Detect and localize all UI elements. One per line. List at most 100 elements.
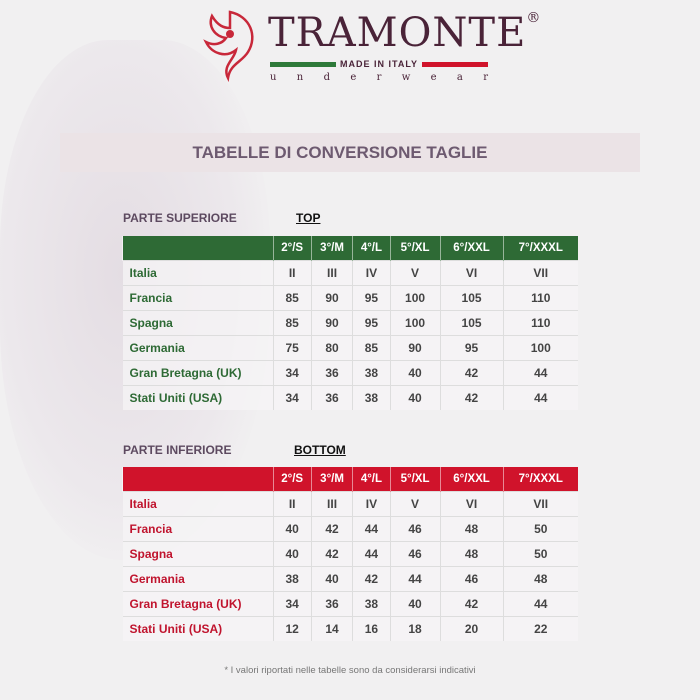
size-value: 20 [439,616,504,641]
size-value: 75 [272,335,312,361]
size-value: 14 [310,616,353,641]
size-value: 44 [502,385,578,410]
size-value: 95 [352,285,391,311]
size-value: 105 [439,285,504,311]
subline-letter: n [296,72,304,83]
size-value: 90 [389,335,441,361]
size-value: 85 [272,310,312,336]
size-value: 40 [389,360,441,386]
size-value: 95 [352,310,391,336]
header-row: 2°/S 3°/M 4°/L 5°/XL 6°/XXL 7°/XXXL [122,467,578,492]
size-value: 48 [439,541,504,567]
size-value: 50 [502,516,578,542]
size-value: V [389,491,441,517]
column-header: 5°/XL [389,467,441,492]
table-row: Spagna 40 42 44 46 48 50 [122,541,578,567]
country-label: Spagna [122,310,273,336]
column-header [122,467,273,492]
size-value: 50 [502,541,578,567]
size-value: 40 [389,591,441,617]
table-row: Gran Bretagna (UK) 34 36 38 40 42 44 [122,360,578,386]
country-label: Stati Uniti (USA) [122,616,273,641]
country-label: Spagna [122,541,273,567]
column-header [122,236,273,261]
size-value: 46 [389,516,441,542]
column-header: 5°/XL [389,236,441,261]
country-label: Germania [122,335,273,361]
country-label: Italia [122,260,273,286]
country-label: Italia [122,491,273,517]
column-header: 3°/M [310,236,353,261]
bird-emblem-icon [203,10,254,83]
size-value: 38 [352,360,391,386]
size-value: VII [502,260,578,286]
column-header: 4°/L [352,467,391,492]
column-header: 2°/S [272,467,312,492]
size-value: 34 [272,360,312,386]
size-value: VI [439,260,504,286]
title-banner: TABELLE DI CONVERSIONE TAGLIE [60,133,640,172]
bottom-size-table: 2°/S 3°/M 4°/L 5°/XL 6°/XXL 7°/XXXL Italia II II… [122,467,578,641]
size-value: 46 [439,566,504,592]
size-value: 42 [439,385,504,410]
country-label: Gran Bretagna (UK) [122,360,273,386]
subline-letter: d [323,72,330,83]
disclaimer-note: * I valori riportati nelle tabelle sono … [224,665,476,676]
size-value: 44 [502,360,578,386]
subline-letter: u [270,72,277,83]
size-value: 44 [352,541,391,567]
country-label: Francia [122,285,273,311]
column-header: 3°/M [310,467,353,492]
table-row: Germania 75 80 85 90 95 100 [122,335,578,361]
table-row: Stati Uniti (USA) 34 36 38 40 42 44 [122,385,578,410]
size-value: 12 [272,616,312,641]
size-value: 46 [389,541,441,567]
table-row: Spagna 85 90 95 100 105 110 [122,310,578,336]
size-value: 36 [310,360,353,386]
top-section-tag: TOP [296,211,321,225]
size-value: 36 [310,591,353,617]
bottom-section-label: PARTE INFERIORE [123,443,232,457]
column-header: 7°/XXXL [502,236,578,261]
size-value: 36 [310,385,353,410]
column-header: 4°/L [352,236,391,261]
size-value: 40 [272,516,312,542]
column-header: 7°/XXXL [502,467,578,492]
size-value: 90 [310,285,353,311]
subline-letter: a [456,72,463,83]
country-label: Francia [122,516,273,542]
size-value: 34 [272,385,312,410]
size-value: II [272,491,312,517]
made-in-italy-bar: MADE IN ITALY [270,58,489,70]
country-label: Stati Uniti (USA) [122,385,273,410]
size-value: 44 [352,516,391,542]
size-value: 34 [272,591,312,617]
bottom-section-tag: BOTTOM [294,443,346,457]
size-value: 95 [439,335,504,361]
table-row: Stati Uniti (USA) 12 14 16 18 20 22 [122,616,578,641]
size-value: 80 [310,335,353,361]
size-value: 110 [502,310,578,336]
country-label: Gran Bretagna (UK) [122,591,273,617]
header-row: 2°/S 3°/M 4°/L 5°/XL 6°/XXL 7°/XXXL [122,236,578,261]
size-value: IV [352,491,391,517]
table-row: Germania 38 40 42 44 46 48 [122,566,578,592]
size-value: 85 [272,285,312,311]
size-value: 40 [310,566,353,592]
size-value: 42 [439,591,504,617]
table-row: Italia II III IV V VI VII [122,260,578,286]
size-value: VII [502,491,578,517]
size-value: III [310,491,353,517]
country-label: Germania [122,566,273,592]
size-value: 100 [389,285,441,311]
size-value: 85 [352,335,391,361]
page-title: TABELLE DI CONVERSIONE TAGLIE [192,142,488,162]
size-value: 22 [502,616,578,641]
size-value: VI [439,491,504,517]
subline-letter: r [483,72,488,83]
size-value: II [272,260,312,286]
size-value: 40 [389,385,441,410]
size-value: 40 [272,541,312,567]
table-row: Francia 40 42 44 46 48 50 [122,516,578,542]
